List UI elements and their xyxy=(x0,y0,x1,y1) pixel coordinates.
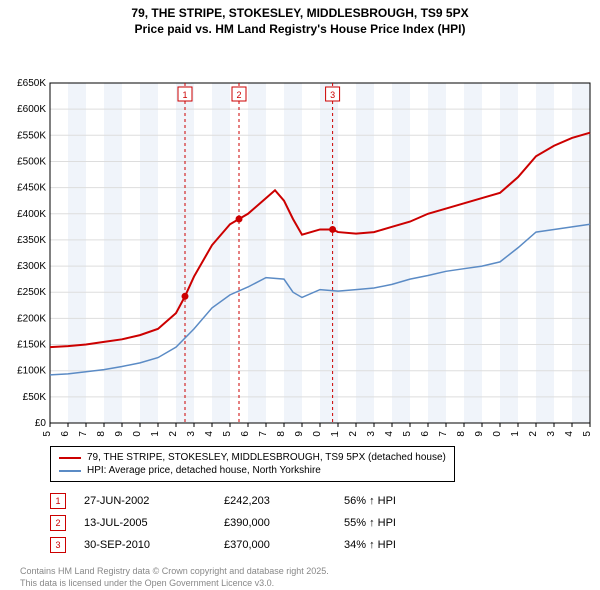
svg-text:2007: 2007 xyxy=(258,431,269,437)
svg-text:2019: 2019 xyxy=(474,431,485,437)
chart-title: 79, THE STRIPE, STOKESLEY, MIDDLESBROUGH… xyxy=(0,0,600,37)
legend: 79, THE STRIPE, STOKESLEY, MIDDLESBROUGH… xyxy=(50,446,455,482)
svg-text:£100K: £100K xyxy=(17,366,46,377)
svg-text:2024: 2024 xyxy=(564,431,575,437)
svg-text:2003: 2003 xyxy=(186,431,197,437)
legend-item: 79, THE STRIPE, STOKESLEY, MIDDLESBROUGH… xyxy=(59,451,446,464)
event-date: 30-SEP-2010 xyxy=(84,539,224,551)
event-marker-box: 1 xyxy=(50,493,66,509)
svg-text:£50K: £50K xyxy=(23,392,47,403)
legend-item: HPI: Average price, detached house, Nort… xyxy=(59,464,446,477)
svg-text:2015: 2015 xyxy=(402,431,413,437)
svg-text:2020: 2020 xyxy=(492,431,503,437)
chart-area: £0 £50K £100K £150K £200K £250K £300K £350K £400… xyxy=(0,37,600,442)
svg-text:£650K: £650K xyxy=(17,78,46,89)
svg-text:£0: £0 xyxy=(35,418,47,429)
footer-attribution: Contains HM Land Registry data © Crown c… xyxy=(20,566,600,589)
legend-swatch xyxy=(59,470,81,472)
legend-label: HPI: Average price, detached house, Nort… xyxy=(87,465,321,476)
svg-text:£300K: £300K xyxy=(17,261,46,272)
legend-swatch xyxy=(59,457,81,459)
svg-text:2012: 2012 xyxy=(348,431,359,437)
event-table: 1 27-JUN-2002£242,20356% ↑ HPI 2 13-JUL-200… xyxy=(50,490,600,556)
svg-text:£200K: £200K xyxy=(17,314,46,325)
svg-text:2004: 2004 xyxy=(204,431,215,437)
svg-text:2022: 2022 xyxy=(528,431,539,437)
event-row: 2 13-JUL-2005£390,00055% ↑ HPI xyxy=(50,512,600,534)
event-marker-box: 2 xyxy=(50,515,66,531)
event-price: £242,203 xyxy=(224,495,344,507)
svg-text:2018: 2018 xyxy=(456,431,467,437)
event-price: £370,000 xyxy=(224,539,344,551)
event-hpi: 55% ↑ HPI xyxy=(344,517,396,529)
svg-text:2002: 2002 xyxy=(168,431,179,437)
title-line2: Price paid vs. HM Land Registry's House … xyxy=(0,22,600,38)
event-marker-box: 3 xyxy=(50,537,66,553)
svg-text:2010: 2010 xyxy=(312,431,323,437)
svg-text:1997: 1997 xyxy=(78,431,89,437)
svg-text:1995: 1995 xyxy=(42,431,53,437)
svg-text:2014: 2014 xyxy=(384,431,395,437)
svg-text:1998: 1998 xyxy=(96,431,107,437)
svg-text:1999: 1999 xyxy=(114,431,125,437)
svg-text:2011: 2011 xyxy=(330,431,341,437)
svg-text:£550K: £550K xyxy=(17,130,46,141)
event-date: 13-JUL-2005 xyxy=(84,517,224,529)
title-line1: 79, THE STRIPE, STOKESLEY, MIDDLESBROUGH… xyxy=(0,6,600,22)
legend-label: 79, THE STRIPE, STOKESLEY, MIDDLESBROUGH… xyxy=(87,452,446,463)
svg-text:£500K: £500K xyxy=(17,157,46,168)
svg-text:2: 2 xyxy=(236,90,241,100)
event-row: 1 27-JUN-2002£242,20356% ↑ HPI xyxy=(50,490,600,512)
event-hpi: 56% ↑ HPI xyxy=(344,495,396,507)
footer-line2: This data is licensed under the Open Gov… xyxy=(20,578,600,590)
svg-text:1: 1 xyxy=(182,90,187,100)
event-row: 3 30-SEP-2010£370,00034% ↑ HPI xyxy=(50,534,600,556)
footer-line1: Contains HM Land Registry data © Crown c… xyxy=(20,566,600,578)
svg-text:2008: 2008 xyxy=(276,431,287,437)
svg-text:2023: 2023 xyxy=(546,431,557,437)
svg-text:2013: 2013 xyxy=(366,431,377,437)
svg-text:2005: 2005 xyxy=(222,431,233,437)
svg-text:£400K: £400K xyxy=(17,209,46,220)
svg-text:2001: 2001 xyxy=(150,431,161,437)
svg-text:£250K: £250K xyxy=(17,287,46,298)
svg-text:2006: 2006 xyxy=(240,431,251,437)
svg-text:1996: 1996 xyxy=(60,431,71,437)
svg-text:2025: 2025 xyxy=(582,431,593,437)
event-date: 27-JUN-2002 xyxy=(84,495,224,507)
event-price: £390,000 xyxy=(224,517,344,529)
svg-text:2017: 2017 xyxy=(438,431,449,437)
svg-text:£600K: £600K xyxy=(17,104,46,115)
line-chart: £0 £50K £100K £150K £200K £250K £300K £350K £400… xyxy=(0,37,600,437)
svg-text:3: 3 xyxy=(330,90,335,100)
svg-text:£150K: £150K xyxy=(17,340,46,351)
svg-text:£350K: £350K xyxy=(17,235,46,246)
svg-text:£450K: £450K xyxy=(17,183,46,194)
event-hpi: 34% ↑ HPI xyxy=(344,539,396,551)
svg-text:2021: 2021 xyxy=(510,431,521,437)
svg-text:2009: 2009 xyxy=(294,431,305,437)
svg-text:2000: 2000 xyxy=(132,431,143,437)
svg-text:2016: 2016 xyxy=(420,431,431,437)
